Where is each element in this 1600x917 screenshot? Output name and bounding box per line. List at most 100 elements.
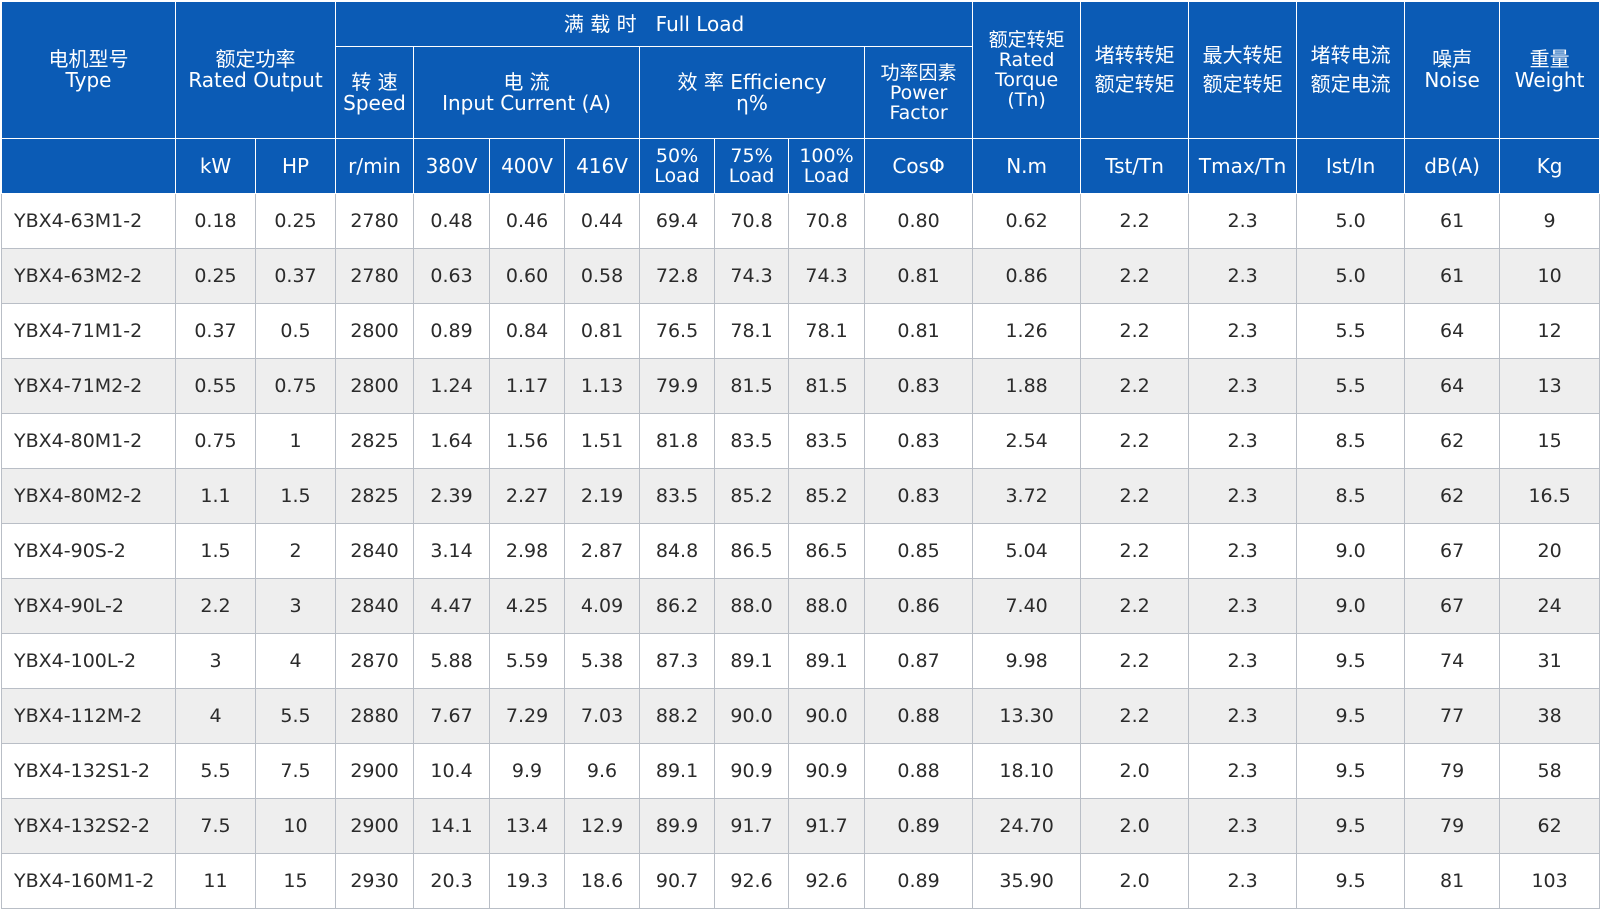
cell-type: YBX4-71M1-2 [1, 303, 176, 359]
cell-hp: 0.75 [254, 358, 337, 414]
cell-power-factor: 0.83 [864, 413, 974, 469]
cell-rated-torque: 24.70 [972, 798, 1082, 854]
cell-tst-tn: 2.2 [1080, 633, 1190, 689]
table-row: YBX4-71M2-2 0.55 0.75 2800 1.24 1.17 1.13 79.9 8… [1, 358, 1600, 414]
cell-kw: 5.5 [175, 743, 256, 799]
table-row: YBX4-132S2-2 7.5 10 2900 14.1 13.4 12.9 89.9 91.… [1, 798, 1600, 854]
cell-weight: 31 [1499, 633, 1600, 689]
cell-hp: 0.5 [254, 303, 337, 359]
cell-current-400v: 2.27 [489, 468, 566, 524]
cell-ist-in: 5.0 [1296, 248, 1406, 304]
unit-dba: dB(A) [1404, 138, 1501, 194]
cell-current-380v: 1.64 [413, 413, 491, 469]
cell-eff-75: 74.3 [714, 248, 790, 304]
cell-current-380v: 3.14 [413, 523, 491, 579]
cell-eff-50: 88.2 [639, 688, 716, 744]
cell-ist-in: 5.5 [1296, 303, 1406, 359]
cell-current-400v: 1.17 [489, 358, 566, 414]
cell-noise: 62 [1404, 413, 1501, 469]
table-row: YBX4-63M1-2 0.18 0.25 2780 0.48 0.46 0.44 69.4 7… [1, 193, 1600, 249]
cell-type: YBX4-132S1-2 [1, 743, 176, 799]
cell-current-416v: 18.6 [564, 853, 641, 909]
header-locked-rotor-current: 堵转电流 额定电流 [1296, 1, 1406, 139]
table-row: YBX4-132S1-2 5.5 7.5 2900 10.4 9.9 9.6 89.1 90.9… [1, 743, 1600, 799]
header-rated-torque: 额定转矩 Rated Torque (Tn) [972, 1, 1082, 139]
cell-current-416v: 9.6 [564, 743, 641, 799]
cell-current-380v: 7.67 [413, 688, 491, 744]
cell-kw: 11 [175, 853, 256, 909]
table-row: YBX4-90S-2 1.5 2 2840 3.14 2.98 2.87 84.8 86.5 86… [1, 523, 1600, 579]
cell-eff-50: 76.5 [639, 303, 716, 359]
cell-kw: 0.18 [175, 193, 256, 249]
unit-50-load: 50% Load [639, 138, 716, 194]
cell-power-factor: 0.83 [864, 358, 974, 414]
cell-power-factor: 0.89 [864, 853, 974, 909]
cell-weight: 38 [1499, 688, 1600, 744]
cell-current-400v: 1.56 [489, 413, 566, 469]
cell-eff-100: 85.2 [788, 468, 866, 524]
cell-eff-75: 85.2 [714, 468, 790, 524]
cell-current-380v: 4.47 [413, 578, 491, 634]
cell-kw: 1.5 [175, 523, 256, 579]
cell-noise: 67 [1404, 523, 1501, 579]
cell-tst-tn: 2.0 [1080, 853, 1190, 909]
cell-noise: 79 [1404, 798, 1501, 854]
cell-current-400v: 5.59 [489, 633, 566, 689]
unit-hp: HP [254, 138, 337, 194]
cell-rated-torque: 0.86 [972, 248, 1082, 304]
cell-tmax-tn: 2.3 [1188, 468, 1298, 524]
header-efficiency: 效 率 Efficiency η% [639, 46, 866, 139]
cell-tmax-tn: 2.3 [1188, 303, 1298, 359]
cell-current-416v: 12.9 [564, 798, 641, 854]
cell-noise: 61 [1404, 193, 1501, 249]
header-max-torque: 最大转矩 额定转矩 [1188, 1, 1298, 139]
cell-weight: 9 [1499, 193, 1600, 249]
header-rated-output: 额定功率 Rated Output [174, 1, 337, 139]
cell-hp: 5.5 [254, 688, 337, 744]
cell-eff-100: 90.0 [788, 688, 866, 744]
cell-noise: 62 [1404, 468, 1501, 524]
cell-eff-75: 88.0 [714, 578, 790, 634]
cell-ist-in: 9.5 [1296, 743, 1406, 799]
cell-eff-50: 90.7 [639, 853, 716, 909]
cell-tst-tn: 2.2 [1080, 688, 1190, 744]
cell-type: YBX4-71M2-2 [1, 358, 176, 414]
table-row: YBX4-100L-2 3 4 2870 5.88 5.59 5.38 87.3 89.1 89.… [1, 633, 1600, 689]
table-row: YBX4-63M2-2 0.25 0.37 2780 0.63 0.60 0.58 72.8 7… [1, 248, 1600, 304]
cell-current-380v: 10.4 [413, 743, 491, 799]
cell-tmax-tn: 2.3 [1188, 743, 1298, 799]
cell-tmax-tn: 2.3 [1188, 853, 1298, 909]
unit-kw: kW [175, 138, 256, 194]
cell-current-400v: 4.25 [489, 578, 566, 634]
cell-eff-100: 70.8 [788, 193, 866, 249]
cell-weight: 12 [1499, 303, 1600, 359]
cell-eff-100: 88.0 [788, 578, 866, 634]
unit-nm: N.m [972, 138, 1082, 194]
cell-current-416v: 5.38 [564, 633, 641, 689]
cell-noise: 61 [1404, 248, 1501, 304]
cell-current-400v: 19.3 [489, 853, 566, 909]
cell-ist-in: 5.0 [1296, 193, 1406, 249]
cell-speed: 2780 [335, 193, 415, 249]
cell-tst-tn: 2.2 [1080, 413, 1190, 469]
cell-current-416v: 0.81 [564, 303, 641, 359]
cell-eff-75: 91.7 [714, 798, 790, 854]
cell-weight: 103 [1499, 853, 1600, 909]
unit-100-load: 100% Load [788, 138, 866, 194]
unit-ist-in: Ist/In [1296, 138, 1406, 194]
cell-rated-torque: 1.26 [972, 303, 1082, 359]
table-row: YBX4-112M-2 4 5.5 2880 7.67 7.29 7.03 88.2 90.0 9… [1, 688, 1600, 744]
cell-current-416v: 2.19 [564, 468, 641, 524]
cell-current-416v: 0.58 [564, 248, 641, 304]
cell-tst-tn: 2.2 [1080, 193, 1190, 249]
cell-kw: 1.1 [175, 468, 256, 524]
cell-weight: 10 [1499, 248, 1600, 304]
cell-power-factor: 0.85 [864, 523, 974, 579]
cell-hp: 1.5 [254, 468, 337, 524]
cell-kw: 0.37 [175, 303, 256, 359]
cell-weight: 13 [1499, 358, 1600, 414]
cell-hp: 1 [254, 413, 337, 469]
table-row: YBX4-80M2-2 1.1 1.5 2825 2.39 2.27 2.19 83.5 85.… [1, 468, 1600, 524]
cell-hp: 4 [254, 633, 337, 689]
cell-hp: 7.5 [254, 743, 337, 799]
